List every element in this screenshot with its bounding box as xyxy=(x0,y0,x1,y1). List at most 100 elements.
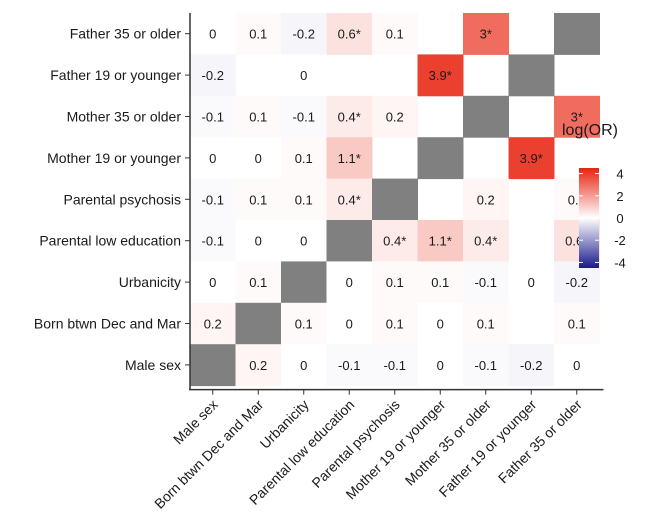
cell-value-label: 0.4* xyxy=(383,234,406,249)
heatmap-cell xyxy=(190,13,236,55)
cell-value-label: 0.4* xyxy=(474,234,497,249)
heatmap-cell xyxy=(326,95,373,138)
y-label-parental-psychosis: Parental psychosis xyxy=(63,191,181,207)
cell-value-label: 0.4* xyxy=(338,110,361,125)
cell-value-label: 0 xyxy=(573,358,580,373)
x-label-mother-35-or-older: Mother 35 or older xyxy=(402,396,494,488)
legend-tick-label: 0 xyxy=(616,211,623,226)
heatmap-cell xyxy=(417,344,464,387)
y-label-mother-19-or-younger: Mother 19 or younger xyxy=(47,150,181,166)
cell-value-label: -0.1 xyxy=(475,358,497,373)
legend-tick-label: 2 xyxy=(616,189,623,204)
heatmap-cell xyxy=(372,220,418,262)
heatmap-cell xyxy=(463,344,509,387)
cell-value-label: 1.1* xyxy=(338,151,361,166)
cell-value-label: 0.2 xyxy=(477,192,495,207)
diagonal-cell xyxy=(463,95,509,138)
cell-value-label: 0 xyxy=(346,317,353,332)
diagonal-cell xyxy=(554,13,600,55)
cell-value-label: 0 xyxy=(346,275,353,290)
cell-value-label: 0 xyxy=(300,358,307,373)
heatmap-cell xyxy=(281,137,327,180)
cell-value-label: 0.1 xyxy=(386,275,404,290)
heatmap-cell xyxy=(554,95,600,138)
cell-value-label: 0.2 xyxy=(204,317,222,332)
heatmap-cell xyxy=(235,344,282,387)
heatmap-cell xyxy=(235,178,282,221)
diagonal-cell xyxy=(235,302,282,345)
cell-value-label: 1.1* xyxy=(429,234,452,249)
heatmap-cell xyxy=(190,220,236,262)
heatmap-cell xyxy=(281,302,327,345)
heatmap-cell xyxy=(281,344,327,387)
heatmap-cell xyxy=(326,178,373,221)
cell-value-label: 3* xyxy=(480,27,492,42)
cell-value-label: -0.2 xyxy=(202,68,224,83)
heatmap-cell xyxy=(281,13,327,55)
heatmap-cell xyxy=(190,137,236,180)
heatmap-cell xyxy=(554,344,600,387)
cell-value-label: 0.4* xyxy=(338,192,361,207)
legend-title: log(OR) xyxy=(562,122,618,139)
heatmap-cell xyxy=(190,302,236,345)
heatmap-cell xyxy=(190,178,236,221)
heatmap-cell xyxy=(190,95,236,138)
legend-colorbar xyxy=(579,168,599,268)
diagonal-cell xyxy=(190,344,236,387)
y-axis-labels: Father 35 or older Father 19 or younger Mo… xyxy=(34,26,190,373)
heatmap-cell xyxy=(190,261,236,304)
cell-value-label: 0.1 xyxy=(431,275,449,290)
diagonal-cell xyxy=(281,261,327,304)
heatmap-cell xyxy=(508,137,555,180)
heatmap-cell xyxy=(463,261,509,304)
heatmap-cell xyxy=(281,220,327,262)
y-label-urbanicity: Urbanicity xyxy=(119,274,181,290)
cell-value-label: -0.2 xyxy=(520,358,542,373)
heatmap-cell xyxy=(326,344,373,387)
y-label-father-19-or-younger: Father 19 or younger xyxy=(50,67,181,83)
diagonal-cell xyxy=(417,137,464,180)
cell-value-label: 0.1 xyxy=(295,317,313,332)
heatmap-cell xyxy=(281,178,327,221)
cell-value-label: 0 xyxy=(209,151,216,166)
color-legend: log(OR) 4 2 0 -2 -4 xyxy=(562,122,626,270)
heatmap-cell xyxy=(235,220,282,262)
cell-value-label: -0.1 xyxy=(293,110,315,125)
heatmap-cell xyxy=(463,13,509,55)
cell-value-label: -0.1 xyxy=(338,358,360,373)
heatmap-cell xyxy=(417,220,464,262)
heatmap-cell xyxy=(190,54,236,97)
heatmap-cell xyxy=(235,13,282,55)
cell-value-label: 0 xyxy=(300,234,307,249)
heatmap-cell xyxy=(463,220,509,262)
diagonal-cell xyxy=(326,220,373,262)
cell-value-label: 0 xyxy=(209,27,216,42)
cell-value-label: 0.2 xyxy=(249,358,267,373)
heatmap-cell xyxy=(508,344,555,387)
cell-value-label: 0.1 xyxy=(568,317,586,332)
cell-value-label: -0.1 xyxy=(202,192,224,207)
cell-value-label: 3* xyxy=(571,110,583,125)
cell-value-label: 0 xyxy=(437,317,444,332)
heatmap-cell xyxy=(326,137,373,180)
cell-value-label: 0.1 xyxy=(477,317,495,332)
cell-value-label: -0.1 xyxy=(384,358,406,373)
cell-value-label: 0 xyxy=(255,234,262,249)
cell-value-label: 0.1 xyxy=(295,151,313,166)
heatmap-cell xyxy=(326,13,373,55)
legend-tick-label: -4 xyxy=(614,255,626,270)
heatmap-cell xyxy=(508,261,555,304)
heatmap-cell xyxy=(463,178,509,221)
cell-value-label: 0 xyxy=(209,275,216,290)
cell-value-label: -0.2 xyxy=(566,275,588,290)
heatmap-cell xyxy=(417,54,464,97)
heatmap-cell xyxy=(235,137,282,180)
heatmap-cell xyxy=(235,95,282,138)
cell-value-label: 0.1 xyxy=(249,192,267,207)
cell-value-label: 3.9* xyxy=(429,68,452,83)
cell-value-label: 0.2 xyxy=(386,110,404,125)
heatmap-cell xyxy=(372,261,418,304)
cell-value-label: 0 xyxy=(528,275,535,290)
